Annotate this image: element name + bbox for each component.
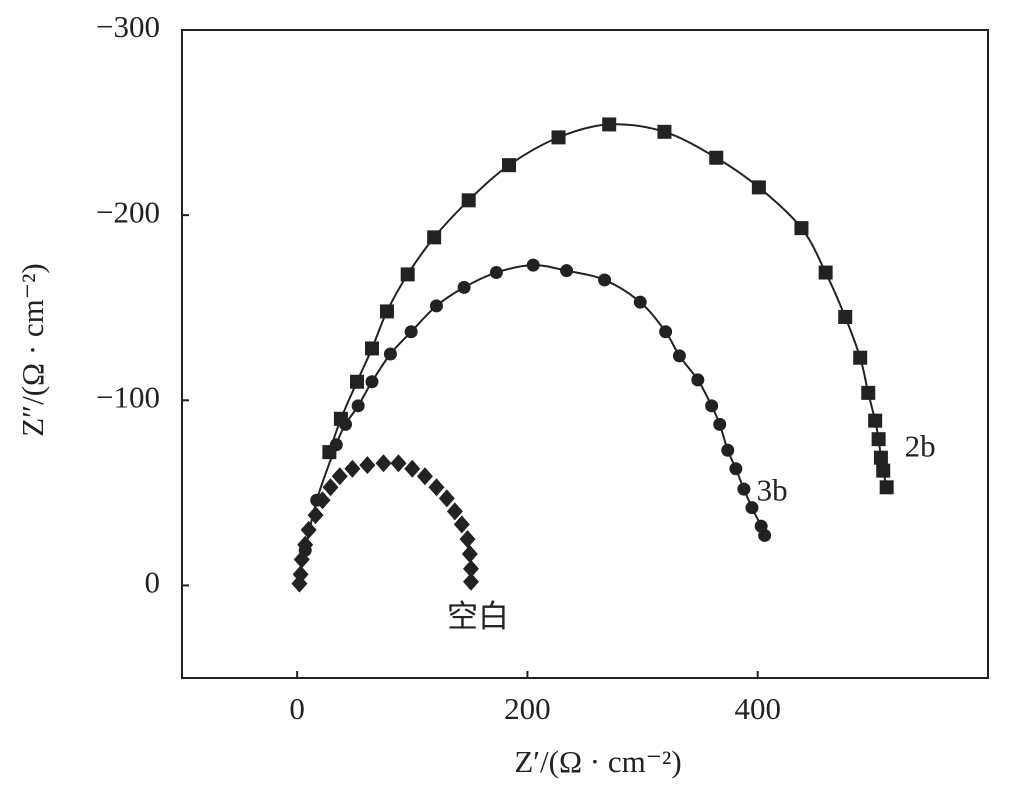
circle-marker bbox=[351, 399, 365, 413]
square-marker bbox=[400, 267, 415, 282]
square-marker bbox=[709, 150, 724, 165]
y-tick-label: −200 bbox=[96, 194, 160, 229]
circle-marker bbox=[404, 325, 418, 339]
diamond-marker bbox=[453, 515, 470, 534]
circle-marker bbox=[339, 417, 353, 431]
diamond-marker bbox=[446, 502, 463, 521]
diamond-marker bbox=[416, 467, 433, 486]
square-marker bbox=[657, 124, 672, 139]
diamond-marker bbox=[297, 535, 314, 554]
circle-marker bbox=[737, 482, 751, 496]
circle-marker bbox=[489, 266, 503, 280]
square-marker bbox=[602, 117, 617, 132]
x-tick-label: 200 bbox=[504, 691, 551, 726]
circle-marker bbox=[745, 501, 759, 515]
diamond-marker bbox=[463, 559, 480, 578]
circle-marker bbox=[758, 528, 772, 542]
circle-marker bbox=[633, 295, 647, 309]
square-marker bbox=[551, 130, 566, 145]
series-label: 3b bbox=[757, 473, 788, 508]
square-marker bbox=[379, 304, 394, 319]
circle-marker bbox=[329, 438, 343, 452]
circle-marker bbox=[365, 375, 379, 389]
x-tick-label: 400 bbox=[734, 691, 781, 726]
square-marker bbox=[879, 480, 894, 495]
diamond-marker bbox=[428, 478, 445, 497]
circle-marker bbox=[560, 264, 574, 278]
diamond-marker bbox=[293, 550, 310, 569]
plot-frame bbox=[181, 29, 989, 679]
square-marker bbox=[364, 341, 379, 356]
circle-marker bbox=[659, 325, 673, 339]
diamond-marker bbox=[390, 454, 407, 473]
diamond-marker bbox=[459, 530, 476, 549]
x-axis-label: Z′/(Ω · cm⁻²) bbox=[514, 744, 681, 779]
circle-marker bbox=[383, 347, 397, 361]
circle-marker bbox=[457, 280, 471, 294]
circle-marker bbox=[713, 417, 727, 431]
x-tick-label: 0 bbox=[289, 691, 305, 726]
square-marker bbox=[876, 463, 891, 478]
circle-marker bbox=[672, 349, 686, 363]
fit-line bbox=[328, 123, 888, 488]
square-marker bbox=[751, 180, 766, 195]
diamond-marker bbox=[307, 506, 324, 525]
square-marker bbox=[350, 374, 365, 389]
square-marker bbox=[838, 309, 853, 324]
diamond-marker bbox=[461, 544, 478, 563]
diamond-marker bbox=[438, 489, 455, 508]
circle-marker bbox=[721, 443, 735, 457]
diamond-marker bbox=[322, 478, 339, 497]
y-axis-label: Z″/(Ω · cm⁻²) bbox=[15, 263, 50, 437]
circle-marker bbox=[705, 399, 719, 413]
diamond-marker bbox=[344, 459, 361, 478]
square-marker bbox=[818, 265, 833, 280]
square-marker bbox=[853, 350, 868, 365]
square-marker bbox=[502, 158, 517, 173]
y-tick-label: −100 bbox=[96, 379, 160, 414]
diamond-marker bbox=[331, 467, 348, 486]
y-tick-label: −300 bbox=[96, 9, 160, 44]
diamond-marker bbox=[314, 491, 331, 510]
square-marker bbox=[873, 450, 888, 465]
series-label: 2b bbox=[905, 428, 936, 463]
circle-marker bbox=[691, 373, 705, 387]
diamond-marker bbox=[359, 456, 376, 475]
fit-line bbox=[304, 264, 766, 551]
square-marker bbox=[861, 385, 876, 400]
square-marker bbox=[871, 432, 886, 447]
diamond-marker bbox=[300, 520, 317, 539]
square-marker bbox=[427, 230, 442, 245]
square-marker bbox=[868, 413, 883, 428]
circle-marker bbox=[526, 258, 540, 272]
circle-marker bbox=[729, 462, 743, 476]
diamond-marker bbox=[375, 454, 392, 473]
diamond-marker bbox=[404, 459, 421, 478]
diamond-marker bbox=[292, 565, 309, 584]
circle-marker bbox=[598, 273, 612, 287]
diamond-marker bbox=[463, 572, 480, 591]
circle-marker bbox=[429, 299, 443, 313]
series-label: 空白 bbox=[447, 599, 509, 634]
square-marker bbox=[794, 221, 809, 236]
square-marker bbox=[461, 193, 476, 208]
y-tick-label: 0 bbox=[145, 565, 161, 600]
